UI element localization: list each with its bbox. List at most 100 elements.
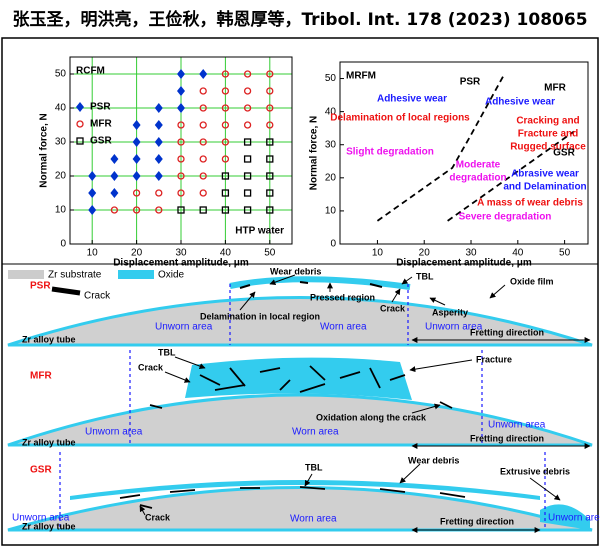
marker bbox=[221, 70, 230, 78]
boundary-line bbox=[376, 74, 505, 222]
legend-marker bbox=[76, 102, 84, 112]
label: Unworn area bbox=[12, 513, 70, 524]
oxide bbox=[229, 276, 411, 290]
label: Crack bbox=[380, 303, 406, 313]
marker bbox=[243, 155, 252, 163]
marker bbox=[266, 155, 274, 163]
y-tick-label: 10 bbox=[55, 205, 67, 216]
psr-diagram: Zr substrate Oxide Crack PSR Wear debris… bbox=[7, 266, 593, 347]
marker bbox=[221, 87, 230, 95]
x-tick-label: 10 bbox=[87, 248, 99, 259]
substrate bbox=[7, 296, 593, 347]
annotation: Adhesive wear bbox=[377, 94, 447, 105]
label: TBL bbox=[416, 271, 434, 281]
marker bbox=[199, 155, 207, 163]
chart-title: MRFM bbox=[346, 71, 376, 82]
y-tick-label: 20 bbox=[325, 172, 337, 183]
label: Fretting direction bbox=[440, 516, 514, 526]
marker bbox=[177, 155, 185, 163]
marker bbox=[199, 87, 207, 95]
marker bbox=[88, 171, 97, 181]
marker bbox=[154, 137, 163, 147]
label: Extrusive debris bbox=[500, 466, 570, 476]
marker bbox=[132, 120, 141, 130]
marker bbox=[221, 172, 230, 180]
marker bbox=[199, 104, 207, 112]
label: Crack bbox=[138, 362, 164, 372]
x-tick-label: 50 bbox=[264, 248, 276, 259]
chart-title: RCFM bbox=[76, 66, 105, 77]
label: Unworn area bbox=[548, 513, 600, 524]
marker bbox=[177, 69, 185, 79]
x-tick-label: 40 bbox=[220, 248, 232, 259]
label: Unworn area bbox=[488, 420, 546, 431]
marker bbox=[132, 154, 141, 164]
marker bbox=[177, 172, 185, 180]
y-tick-label: 10 bbox=[325, 206, 337, 217]
panel-label: PSR bbox=[30, 281, 51, 292]
marker bbox=[266, 138, 274, 146]
marker bbox=[154, 103, 163, 113]
marker bbox=[132, 171, 141, 181]
marker bbox=[177, 206, 185, 214]
label: Worn area bbox=[290, 514, 337, 525]
label: Unworn area bbox=[85, 427, 143, 438]
marker bbox=[221, 104, 230, 112]
y-tick-label: 20 bbox=[55, 171, 67, 182]
marker bbox=[132, 137, 141, 147]
marker bbox=[177, 189, 185, 197]
marker bbox=[266, 121, 274, 129]
y-axis-label: Normal force, N bbox=[309, 116, 320, 190]
label: Wear debris bbox=[408, 455, 459, 465]
legend-swatch bbox=[118, 270, 154, 279]
plot-frame bbox=[339, 61, 589, 245]
label: Unworn area bbox=[425, 322, 483, 333]
annotation: PSR bbox=[460, 77, 481, 88]
marker bbox=[110, 188, 119, 198]
header-title: 张玉圣，明洪亮，王俭秋，韩恩厚等，Tribol. Int. 178 (2023)… bbox=[12, 9, 587, 30]
marker bbox=[243, 138, 252, 146]
marker bbox=[154, 154, 163, 164]
label: Pressed region bbox=[310, 292, 375, 302]
marker bbox=[132, 189, 141, 197]
marker bbox=[155, 206, 163, 214]
annotation: Fracture and bbox=[518, 129, 579, 140]
marker bbox=[154, 120, 163, 130]
y-tick-label: 30 bbox=[55, 137, 67, 148]
label: Wear debris bbox=[270, 266, 321, 276]
marker bbox=[177, 103, 185, 113]
plot-frame bbox=[69, 56, 293, 245]
annotation: Cracking and bbox=[516, 116, 579, 127]
marker bbox=[243, 172, 252, 180]
charts: 10 20 30 40 50 0 10 20 30 40 50 RCFM Displacement am… bbox=[39, 56, 589, 269]
marker bbox=[199, 138, 207, 146]
marker bbox=[132, 206, 141, 214]
marker bbox=[199, 189, 207, 197]
oxide bbox=[70, 480, 540, 500]
marker bbox=[199, 206, 207, 214]
x-tick-label: 40 bbox=[512, 248, 524, 259]
crack bbox=[239, 281, 383, 289]
label: Zr alloy tube bbox=[22, 521, 76, 531]
marker bbox=[88, 205, 97, 215]
x-tick-label: 30 bbox=[465, 248, 477, 259]
legend-swatch bbox=[51, 286, 81, 296]
label: TBL bbox=[305, 462, 323, 472]
label: Worn area bbox=[320, 322, 367, 333]
marker bbox=[221, 189, 230, 197]
legend-marker bbox=[76, 120, 84, 128]
marker bbox=[154, 171, 163, 181]
label: Oxidation along the crack bbox=[316, 412, 427, 422]
label: Crack bbox=[145, 512, 171, 522]
annotation: Slight degradation bbox=[346, 147, 434, 158]
marker bbox=[221, 155, 230, 163]
x-tick-label: 10 bbox=[372, 248, 384, 259]
y-tick-label: 0 bbox=[330, 239, 336, 250]
legend-text: Crack bbox=[84, 291, 111, 302]
y-tick-label: 50 bbox=[55, 69, 67, 80]
y-tick-label: 40 bbox=[55, 103, 67, 114]
crack bbox=[119, 486, 466, 509]
boundary-line bbox=[447, 130, 575, 222]
annotation: Adhesive wear bbox=[485, 97, 555, 108]
legend-marker bbox=[76, 137, 84, 145]
